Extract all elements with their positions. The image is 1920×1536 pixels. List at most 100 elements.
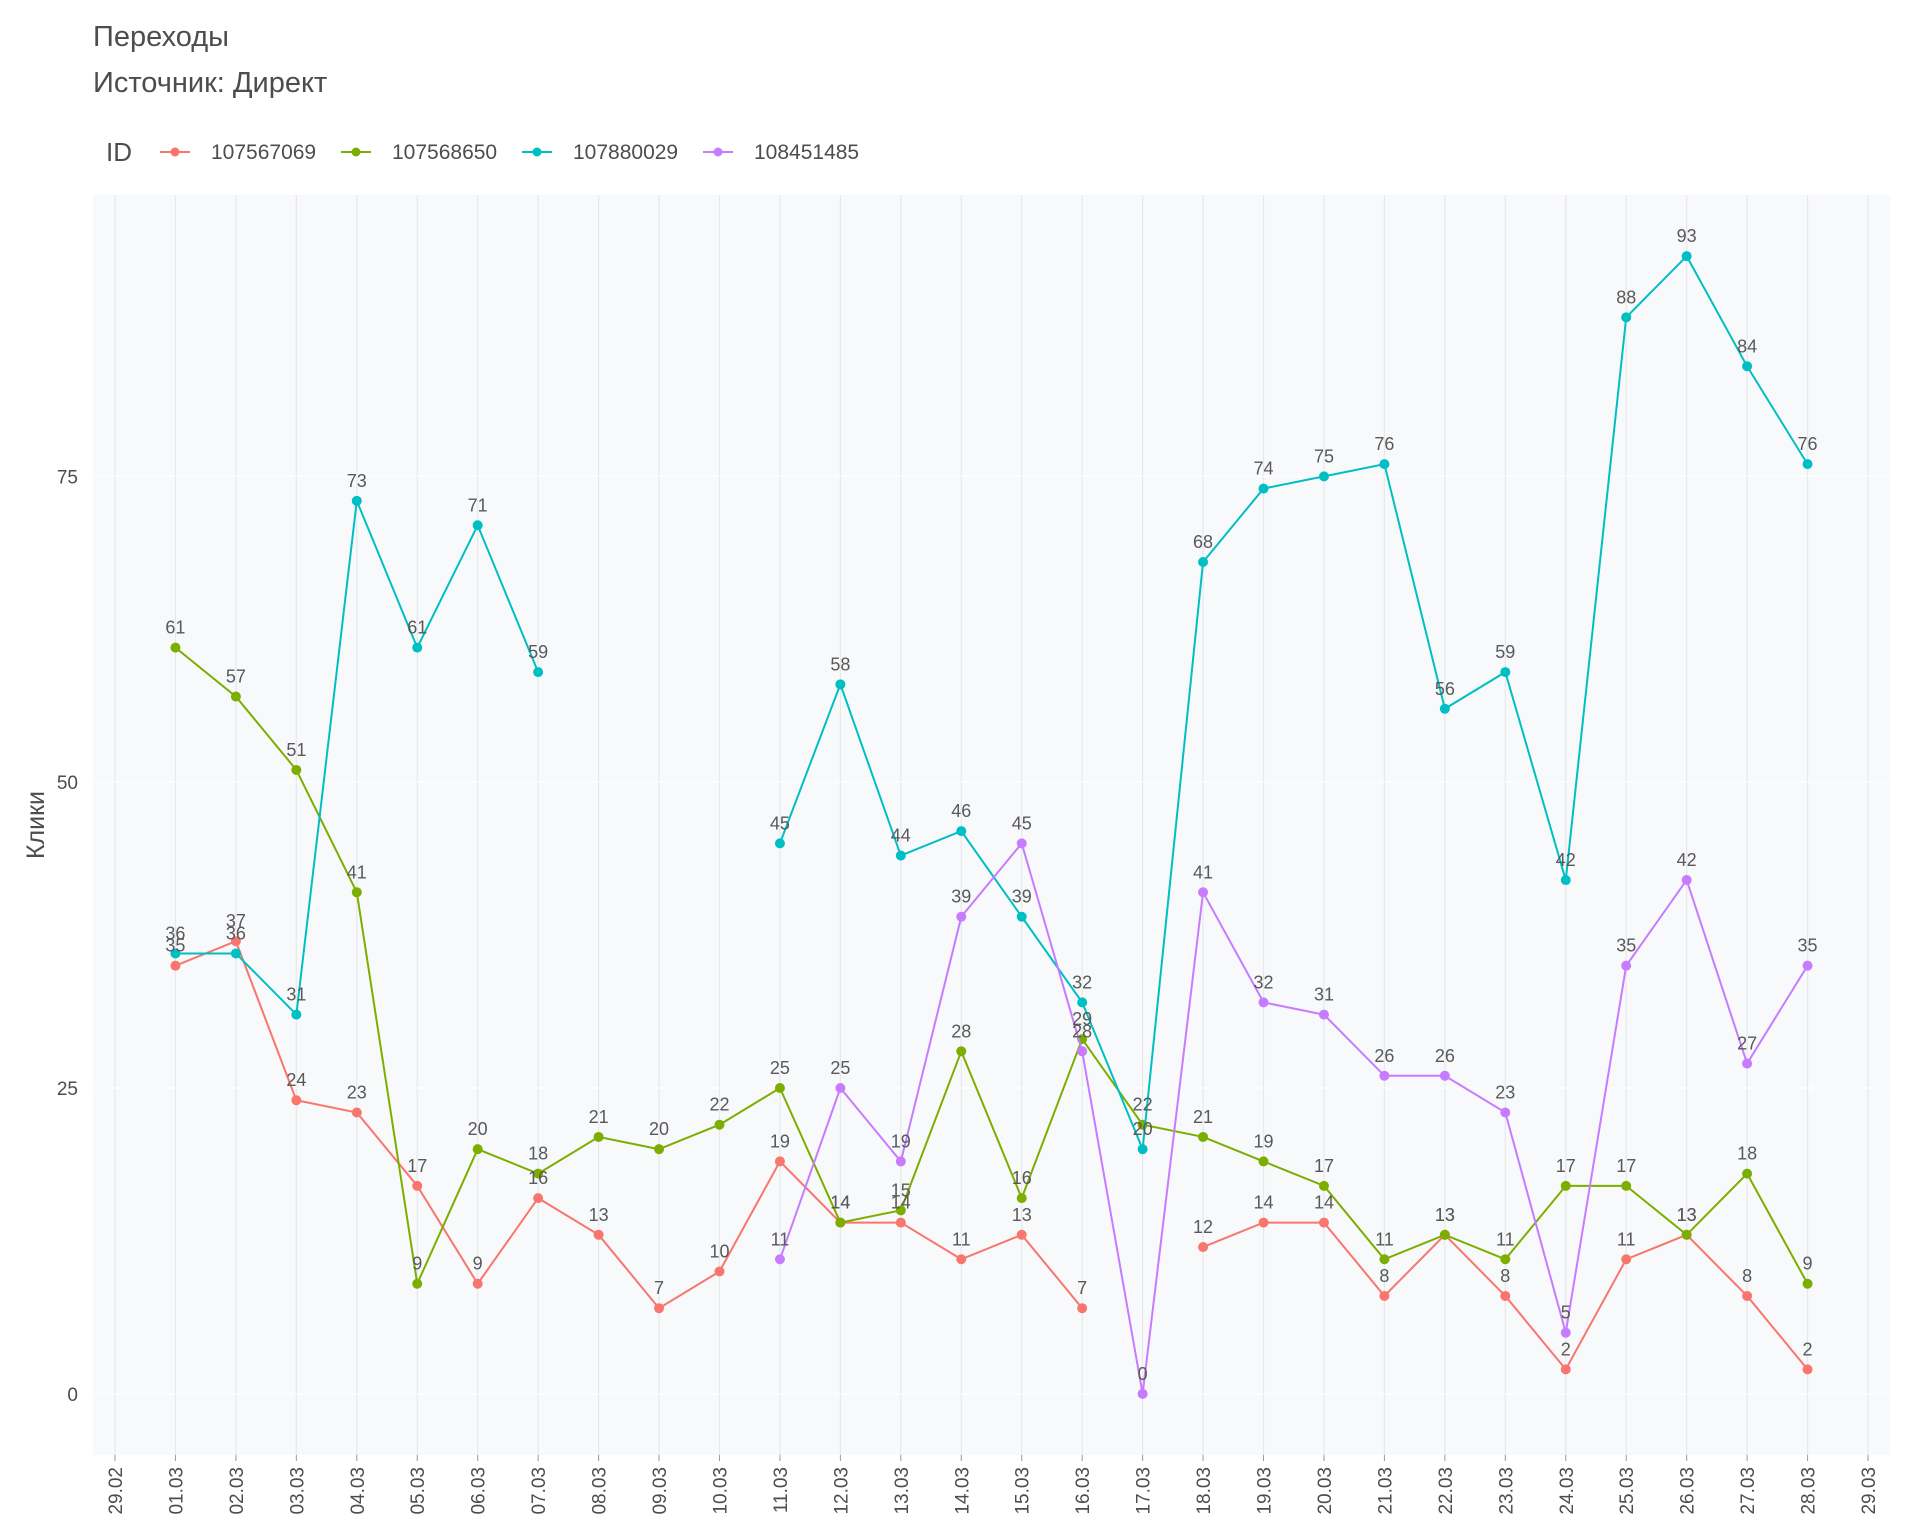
data-point bbox=[533, 1168, 544, 1179]
data-point bbox=[1802, 1278, 1813, 1289]
data-point bbox=[1560, 1180, 1571, 1191]
data-label: 18 bbox=[528, 1144, 548, 1164]
data-point bbox=[351, 887, 362, 898]
data-label: 9 bbox=[473, 1254, 483, 1274]
x-tick-label: 29.02 bbox=[106, 1467, 127, 1515]
data-point bbox=[956, 1046, 967, 1057]
data-point bbox=[472, 1144, 483, 1155]
legend-marker bbox=[170, 147, 180, 157]
x-tick-label: 24.03 bbox=[1557, 1467, 1578, 1515]
data-label: 74 bbox=[1254, 459, 1274, 479]
data-label: 26 bbox=[1435, 1046, 1455, 1066]
data-point bbox=[1560, 1327, 1571, 1338]
data-point bbox=[412, 1180, 423, 1191]
data-label: 59 bbox=[528, 642, 548, 662]
data-point bbox=[1258, 997, 1269, 1008]
data-label: 46 bbox=[951, 801, 971, 821]
x-tick-label: 03.03 bbox=[287, 1467, 308, 1515]
legend-title: ID bbox=[106, 137, 132, 167]
series-line bbox=[778, 841, 1809, 1395]
data-label: 26 bbox=[1374, 1046, 1394, 1066]
x-tick-label: 07.03 bbox=[529, 1467, 550, 1515]
legend-item: 108451485 bbox=[703, 141, 859, 164]
data-point bbox=[895, 850, 906, 861]
data-label: 84 bbox=[1737, 336, 1757, 356]
data-point bbox=[835, 1217, 846, 1228]
data-point bbox=[1681, 1229, 1692, 1240]
legend: 107567069 107568650 107880029 108451485 bbox=[160, 141, 859, 164]
series-line bbox=[175, 939, 1083, 1310]
data-point bbox=[1439, 703, 1450, 714]
data-label: 76 bbox=[1374, 434, 1394, 454]
data-label: 2 bbox=[1561, 1339, 1571, 1359]
data-label: 36 bbox=[165, 923, 185, 943]
data-point bbox=[835, 1083, 846, 1094]
x-tick-label: 20.03 bbox=[1315, 1467, 1336, 1515]
data-label: 51 bbox=[286, 740, 306, 760]
y-tick-label: 50 bbox=[57, 773, 78, 794]
data-label: 22 bbox=[709, 1095, 729, 1115]
data-label: 13 bbox=[1677, 1205, 1697, 1225]
x-tick-label: 15.03 bbox=[1013, 1467, 1034, 1515]
data-label: 31 bbox=[1314, 985, 1334, 1005]
data-label: 7 bbox=[1077, 1278, 1087, 1298]
data-point bbox=[1077, 1046, 1088, 1057]
data-point bbox=[1077, 997, 1088, 1008]
data-point bbox=[1802, 459, 1813, 470]
data-label: 14 bbox=[1254, 1193, 1274, 1213]
x-tick-label: 10.03 bbox=[710, 1467, 731, 1515]
data-point bbox=[291, 1095, 302, 1106]
data-label: 23 bbox=[347, 1082, 367, 1102]
legend-label: 107568650 bbox=[392, 141, 497, 164]
data-point bbox=[1137, 1388, 1148, 1399]
data-label: 68 bbox=[1193, 532, 1213, 552]
data-point bbox=[1379, 1254, 1390, 1265]
y-tick-label: 25 bbox=[57, 1079, 78, 1100]
data-point bbox=[1439, 1070, 1450, 1081]
legend-item: 107880029 bbox=[522, 141, 678, 164]
data-point bbox=[774, 1254, 785, 1265]
data-label: 11 bbox=[1617, 1229, 1636, 1249]
data-point bbox=[472, 520, 483, 531]
data-point bbox=[1681, 875, 1692, 886]
data-point bbox=[1198, 1242, 1209, 1253]
data-point bbox=[1500, 1290, 1511, 1301]
data-label: 11 bbox=[1496, 1229, 1515, 1249]
data-point bbox=[533, 667, 544, 678]
data-label: 19 bbox=[891, 1131, 911, 1151]
data-point bbox=[170, 960, 181, 971]
data-point bbox=[412, 1278, 423, 1289]
data-label: 10 bbox=[709, 1242, 729, 1262]
data-point bbox=[774, 1156, 785, 1167]
data-label: 7 bbox=[654, 1278, 664, 1298]
x-tick-label: 25.03 bbox=[1617, 1467, 1638, 1515]
y-tick-label: 0 bbox=[67, 1385, 78, 1406]
data-point bbox=[1742, 1168, 1753, 1179]
data-label: 0 bbox=[1138, 1364, 1148, 1384]
data-point bbox=[956, 911, 967, 922]
data-label: 18 bbox=[1737, 1144, 1757, 1164]
data-label: 27 bbox=[1737, 1034, 1757, 1054]
data-label: 14 bbox=[891, 1193, 911, 1213]
data-label: 11 bbox=[1375, 1229, 1394, 1249]
data-point bbox=[1621, 312, 1632, 323]
data-point bbox=[230, 691, 241, 702]
data-point bbox=[1500, 1254, 1511, 1265]
data-label: 17 bbox=[1556, 1156, 1576, 1176]
data-point bbox=[1439, 1229, 1450, 1240]
data-label: 19 bbox=[1254, 1131, 1274, 1151]
data-label: 28 bbox=[951, 1021, 971, 1041]
data-label: 17 bbox=[1314, 1156, 1334, 1176]
x-tick-label: 06.03 bbox=[469, 1467, 490, 1515]
data-label: 17 bbox=[407, 1156, 427, 1176]
data-label: 45 bbox=[770, 813, 790, 833]
data-point bbox=[1318, 471, 1329, 482]
x-tick-label: 01.03 bbox=[166, 1467, 187, 1515]
x-tick-label: 08.03 bbox=[590, 1467, 611, 1515]
data-point bbox=[1560, 1364, 1571, 1375]
data-point bbox=[1077, 1303, 1088, 1314]
data-point bbox=[1016, 838, 1027, 849]
data-point bbox=[593, 1229, 604, 1240]
data-point bbox=[1379, 1070, 1390, 1081]
